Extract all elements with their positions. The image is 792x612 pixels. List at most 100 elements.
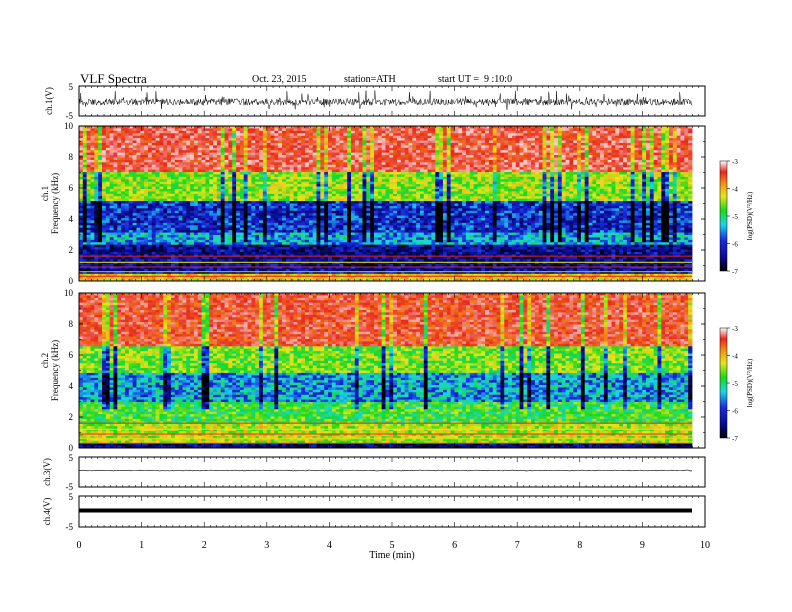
spectrogram-cell (239, 142, 245, 146)
spectrogram-cell (354, 264, 360, 267)
spectrogram-cell (308, 234, 314, 238)
spectrogram-cell (293, 152, 298, 156)
spectrogram-cell (282, 273, 287, 277)
spectrogram-cell (98, 184, 103, 187)
spectrogram-cell (132, 186, 137, 190)
spectrogram-cell (220, 222, 225, 226)
spectrogram-cell (351, 174, 356, 178)
spectrogram-cell (163, 167, 168, 170)
spectrogram-cell (354, 186, 360, 190)
spectrogram-cell (213, 271, 218, 275)
spectrogram-cell (232, 239, 237, 243)
spectrogram-cell (205, 196, 210, 200)
spectrogram-cell (159, 140, 164, 144)
spectrogram-cell (79, 155, 84, 158)
spectrogram-cell (197, 249, 202, 253)
spectrogram-cell (105, 213, 111, 217)
spectrogram-cell (308, 155, 314, 158)
spectrogram-cell (197, 167, 202, 170)
spectrogram-cell (255, 155, 260, 158)
spectrogram-cell (301, 230, 306, 233)
spectrogram-cell (79, 273, 84, 277)
spectrogram-cell (186, 249, 191, 253)
spectrogram-cell (82, 276, 88, 279)
spectrogram-cell (312, 268, 317, 272)
spectrogram-cell (113, 259, 118, 263)
spectrogram-cell (79, 230, 84, 233)
spectrogram-cell (121, 239, 126, 243)
spectrogram-cell (266, 184, 271, 187)
spectrogram-cell (155, 232, 160, 236)
spectrogram-cell (117, 150, 122, 154)
spectrogram-cell (247, 181, 252, 185)
spectrogram-cell (79, 198, 84, 202)
spectrogram-cell (144, 196, 149, 200)
spectrogram-cell (109, 176, 114, 180)
spectrogram-cell (312, 276, 317, 279)
spectrogram-cell (282, 215, 287, 219)
spectrogram-cell (362, 150, 367, 154)
spectrogram-cell (117, 198, 122, 202)
spectrogram-cell (174, 169, 180, 173)
spectrogram-cell (232, 126, 237, 129)
spectrogram-cell (220, 232, 225, 236)
spectrogram-cell (159, 196, 164, 200)
spectrogram-cell (136, 169, 141, 173)
spectrogram-cell (331, 128, 337, 132)
spectrogram-cell (239, 222, 245, 226)
spectrogram-cell (167, 193, 172, 197)
spectrogram-cell (243, 164, 248, 168)
spectrogram-cell (228, 273, 233, 277)
spectrogram-cell (82, 126, 88, 129)
spectrogram-cell (243, 213, 248, 217)
spectrogram-cell (124, 273, 130, 277)
spectrogram-cell (289, 266, 294, 270)
spectrogram-cell (335, 176, 340, 180)
spectrogram-cell (178, 205, 183, 209)
spectrogram-cell (79, 249, 84, 253)
spectrogram-cell (159, 152, 164, 156)
spectrogram-cell (101, 218, 107, 221)
spectrogram-cell (167, 203, 172, 207)
spectrogram-cell (117, 208, 122, 212)
spectrogram-cell (182, 251, 187, 255)
spectrogram-cell (224, 239, 229, 243)
spectrogram-cell (140, 128, 145, 132)
spectrogram-cell (328, 191, 333, 195)
spectrogram-cell (109, 198, 114, 202)
spectrogram-cell (170, 220, 176, 224)
spectrogram-cell (328, 145, 333, 149)
spectrogram-cell (82, 181, 88, 185)
spectrogram-cell (220, 237, 225, 241)
spectrogram-cell (266, 188, 271, 192)
spectrogram-cell (209, 251, 214, 255)
spectrogram-cell (324, 152, 329, 156)
spectrogram-cell (205, 198, 210, 202)
spectrogram-cell (270, 188, 275, 192)
spectrogram-cell (324, 126, 329, 129)
spectrogram-cell (105, 198, 111, 202)
spectrogram-cell (193, 128, 199, 132)
spectrogram-cell (358, 198, 363, 202)
spectrogram-cell (282, 191, 287, 195)
spectrogram-cell (170, 237, 176, 241)
spectrogram-cell (270, 230, 275, 233)
spectrogram-cell (213, 210, 218, 214)
spectrogram-cell (193, 174, 199, 178)
spectrogram-cell (82, 128, 88, 132)
spectrogram-cell (312, 172, 317, 175)
spectrogram-cell (190, 193, 195, 197)
spectrogram-cell (247, 218, 252, 221)
spectrogram-cell (205, 225, 210, 229)
spectrogram-cell (124, 232, 130, 236)
spectrogram-cell (109, 155, 114, 158)
spectrogram-cell (278, 276, 283, 279)
spectrogram-cell (205, 220, 210, 224)
spectrogram-cell (320, 264, 325, 267)
spectrogram-cell (347, 186, 352, 190)
spectrogram-cell (228, 198, 233, 202)
spectrogram-cell (190, 198, 195, 202)
spectrogram-cell (94, 179, 99, 183)
spectrogram-cell (86, 268, 91, 272)
spectrogram-cell (228, 193, 233, 197)
